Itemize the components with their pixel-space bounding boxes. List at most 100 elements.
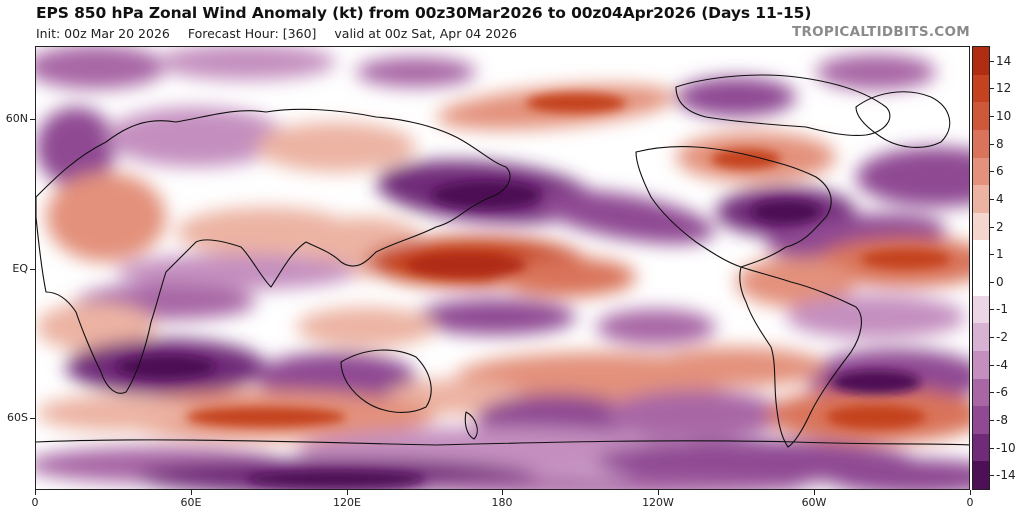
colorbar-tick — [990, 254, 994, 256]
colorbar-segment — [973, 323, 989, 351]
colorbar-label: 4 — [996, 191, 1004, 206]
colorbar-segment — [973, 433, 989, 462]
colorbar-segment — [973, 212, 989, 241]
colorbar-segment — [973, 240, 989, 268]
colorbar-label: 14 — [996, 53, 1012, 68]
colorbar-label: 12 — [996, 81, 1012, 96]
anomaly-region — [786, 295, 966, 339]
anomaly-region — [416, 299, 576, 335]
lon-tick — [970, 490, 971, 495]
colorbar-label: -1 — [996, 302, 1008, 317]
colorbar-tick — [990, 419, 994, 421]
colorbar-label: 0 — [996, 274, 1004, 289]
lon-label: 120W — [642, 496, 674, 509]
forecast-hour: Forecast Hour: [360] — [187, 26, 317, 41]
anomaly-region — [116, 254, 356, 290]
colorbar-tick — [990, 281, 994, 283]
anomaly-core — [406, 253, 526, 277]
colorbar-segment — [973, 129, 989, 158]
colorbar-label: -4 — [996, 357, 1008, 372]
anomaly-region — [36, 302, 156, 352]
anomaly-region — [496, 257, 636, 297]
anomaly-core — [116, 355, 216, 379]
colorbar-segment — [973, 157, 989, 186]
colorbar-label: 1 — [996, 247, 1004, 262]
colorbar-tick — [990, 171, 994, 173]
anomaly-region — [256, 352, 416, 402]
lon-tick — [502, 490, 503, 495]
lon-label: 0 — [966, 496, 974, 509]
colorbar-tick — [990, 60, 994, 62]
init-time: Init: 00z Mar 20 2026 — [36, 26, 170, 41]
colorbar-label: 2 — [996, 219, 1004, 234]
anomaly-region — [356, 57, 476, 87]
lon-label: 60W — [801, 496, 827, 509]
anomaly-region — [596, 309, 716, 345]
lat-label: EQ — [12, 262, 28, 275]
colorbar-tick — [990, 226, 994, 228]
anomaly-core — [246, 471, 426, 487]
coastline — [464, 411, 478, 440]
colorbar-segment — [973, 406, 989, 434]
colorbar — [972, 46, 990, 490]
colorbar-tick — [990, 337, 994, 339]
colorbar-tick — [990, 364, 994, 366]
anomaly-region — [36, 107, 116, 187]
colorbar-segment — [973, 74, 989, 103]
colorbar-label: 8 — [996, 136, 1004, 151]
colorbar-segment — [973, 47, 989, 75]
coastline — [855, 91, 951, 148]
map-frame — [35, 46, 970, 490]
anomaly-region — [256, 122, 416, 172]
colorbar-segment — [973, 378, 989, 407]
anomaly-core — [826, 405, 926, 429]
colorbar-label: -10 — [996, 440, 1016, 455]
coastline — [739, 266, 862, 448]
anomaly-region — [156, 47, 336, 80]
lon-tick — [347, 490, 348, 495]
lon-tick — [191, 490, 192, 495]
colorbar-label: 10 — [996, 109, 1012, 124]
lon-tick — [814, 490, 815, 495]
anomaly-region — [36, 395, 196, 431]
colorbar-tick — [990, 143, 994, 145]
coastline — [36, 108, 511, 394]
chart-subtitle: Init: 00z Mar 20 2026 Forecast Hour: [36… — [36, 26, 531, 41]
colorbar-segment — [973, 350, 989, 379]
anomaly-region — [646, 347, 826, 387]
colorbar-label: -14 — [996, 468, 1016, 483]
coastline — [635, 146, 832, 268]
lat-tick — [30, 119, 35, 120]
coastline — [340, 349, 432, 413]
colorbar-tick — [990, 116, 994, 118]
valid-time: valid at 00z Sat, Apr 04 2026 — [334, 26, 518, 41]
colorbar-tick — [990, 88, 994, 90]
anomaly-region — [537, 190, 715, 244]
anomaly-region — [856, 147, 969, 207]
anomaly-region — [36, 47, 166, 89]
lon-label: 0 — [31, 496, 39, 509]
colorbar-segment — [973, 295, 989, 324]
anomaly-core — [751, 200, 821, 224]
anomaly-map — [36, 47, 969, 489]
lat-label: 60N — [5, 112, 28, 125]
colorbar-tick — [990, 447, 994, 449]
colorbar-segment — [973, 102, 989, 130]
coastline — [675, 74, 891, 136]
anomaly-region — [46, 172, 166, 262]
coastline — [36, 439, 969, 446]
colorbar-label: -2 — [996, 330, 1008, 345]
anomaly-region — [296, 307, 436, 347]
lon-label: 180 — [491, 496, 513, 509]
colorbar-tick — [990, 392, 994, 394]
anomaly-region — [816, 54, 936, 90]
lon-label: 60E — [180, 496, 202, 509]
anomaly-region — [736, 257, 856, 307]
anomaly-core — [186, 407, 346, 427]
anomaly-region — [106, 107, 286, 167]
anomaly-region — [606, 390, 786, 440]
lat-tick — [30, 418, 35, 419]
lon-label: 120E — [333, 496, 361, 509]
anomaly-core — [831, 370, 921, 394]
lat-tick — [30, 269, 35, 270]
